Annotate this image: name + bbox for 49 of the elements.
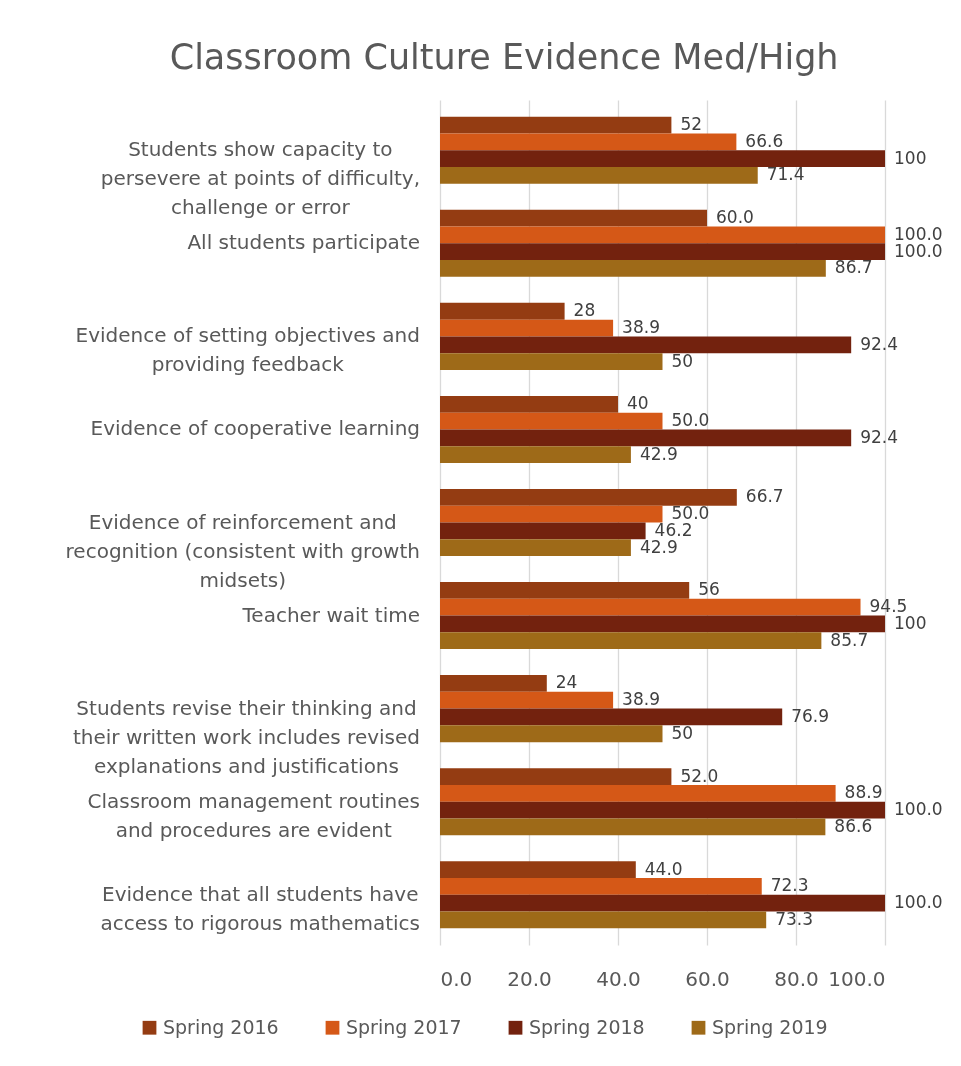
y-tick-label: Evidence that all students have access to rigorous mathematics (100, 881, 420, 935)
data-label: 38.9 (622, 317, 660, 337)
y-tick-label: Students revise their thinking and their written work includes revised explanations and justifications (72, 695, 420, 778)
y-tick-label: Teacher wait time (241, 602, 420, 627)
x-tick-label: 100.0 (828, 966, 886, 991)
data-label: 28 (573, 300, 596, 321)
x-tick-label: 20.0 (507, 966, 552, 991)
data-label: 92.4 (860, 426, 899, 447)
data-label: 88.9 (844, 782, 883, 803)
x-tick-label: 60.0 (685, 966, 730, 991)
legend-label: Spring 2019 (712, 1015, 828, 1038)
data-label: 56 (698, 579, 720, 600)
data-label: 38.9 (622, 689, 660, 710)
data-label: 44.0 (644, 858, 683, 879)
data-label: 24 (555, 672, 578, 693)
y-tick-label: Evidence of setting objectives and providing feedback (75, 323, 421, 377)
data-label: 71.4 (766, 164, 805, 185)
x-tick-label: 0.0 (440, 966, 473, 991)
y-tick-label: Students show capacity to persevere at points of difficulty, challenge or error (100, 137, 420, 220)
data-label: 73.3 (775, 908, 814, 929)
legend-label: Spring 2018 (529, 1015, 645, 1038)
data-label: 60.0 (716, 207, 754, 228)
y-tick-label: Evidence of reinforcement and recognition (consistent with growth midsets) (65, 509, 421, 592)
x-tick-label: 80.0 (774, 966, 819, 991)
data-label: 85.7 (830, 629, 869, 650)
y-tick-label: Evidence of cooperative learning (90, 416, 420, 441)
data-label: 76.9 (791, 706, 830, 726)
y-tick-label: All students participate (187, 230, 420, 255)
data-label: 86.7 (834, 257, 873, 278)
y-tick-label: Classroom management routines and procedures are evident (87, 788, 420, 842)
data-label: 50 (671, 350, 694, 371)
data-label: 100.0 (894, 892, 943, 913)
legend-label: Spring 2016 (163, 1015, 279, 1038)
x-tick-label: 40.0 (596, 966, 641, 991)
data-label: 50.0 (671, 410, 710, 431)
data-label: 92.4 (860, 333, 899, 354)
data-label: 100 (894, 147, 927, 168)
legend-label: Spring 2017 (346, 1015, 462, 1038)
chart-title: Classroom Culture Evidence Med/High (169, 37, 839, 77)
data-label: 72.3 (770, 875, 809, 896)
data-label: 66.6 (745, 130, 784, 151)
data-label: 42.9 (639, 443, 678, 464)
data-label: 86.6 (834, 815, 873, 836)
data-label: 40 (627, 393, 649, 414)
data-label: 66.7 (745, 486, 784, 507)
data-label: 100.0 (894, 799, 943, 820)
data-label: 52 (680, 114, 703, 135)
data-label: 50 (671, 722, 694, 743)
data-label: 52.0 (680, 765, 719, 786)
